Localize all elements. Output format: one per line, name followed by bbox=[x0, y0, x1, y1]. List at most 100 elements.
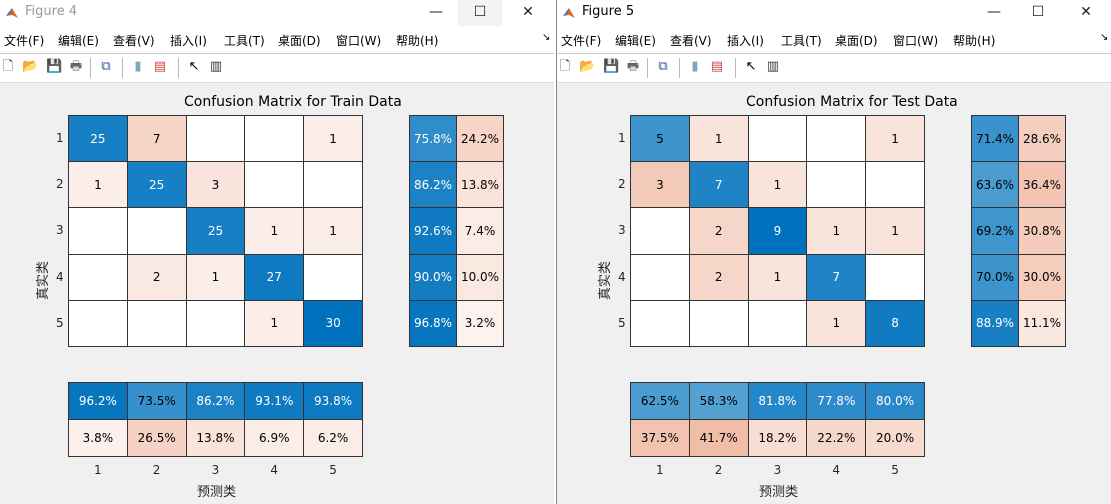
colorbar-icon[interactable]: ▮ bbox=[691, 59, 699, 74]
matrix-cell bbox=[68, 253, 128, 301]
menu-item[interactable]: 工具(T) bbox=[781, 34, 822, 48]
matrix-cell: 30 bbox=[303, 299, 363, 347]
maximize-button[interactable]: ☐ bbox=[458, 0, 502, 26]
pointer-icon[interactable]: ↖ bbox=[745, 59, 757, 74]
summary-value: 13.8% bbox=[196, 431, 235, 445]
open-folder-icon[interactable]: 📂 bbox=[22, 59, 39, 74]
title-bar[interactable]: Figure 4 — ☐ ✕ bbox=[0, 0, 554, 26]
menu-item[interactable]: 窗口(W) bbox=[336, 34, 382, 48]
matrix-cell: 7 bbox=[806, 253, 867, 301]
matrix-cell: 5 bbox=[630, 115, 690, 163]
matrix-cell: 7 bbox=[688, 161, 749, 209]
summary-value: 80.0% bbox=[876, 394, 915, 408]
cell-value: 1 bbox=[211, 270, 220, 285]
menu-item[interactable]: 帮助(H) bbox=[396, 34, 439, 48]
close-button[interactable]: ✕ bbox=[522, 4, 534, 20]
matrix-cell bbox=[126, 207, 187, 255]
matlab-logo-icon bbox=[5, 5, 19, 19]
menu-item[interactable]: 编辑(E) bbox=[58, 34, 99, 48]
column-summary-cell: 81.8% bbox=[747, 382, 808, 420]
menu-item[interactable]: 查看(V) bbox=[113, 34, 155, 48]
y-tick-label: 4 bbox=[56, 269, 64, 284]
colorbar-icon[interactable]: ▮ bbox=[134, 59, 142, 74]
matlab-logo-icon bbox=[562, 5, 576, 19]
legend-icon[interactable]: ▤ bbox=[153, 59, 167, 74]
summary-value: 96.8% bbox=[413, 316, 453, 331]
property-inspector-icon[interactable]: ▥ bbox=[766, 59, 780, 74]
menu-item[interactable]: 插入(I) bbox=[170, 34, 207, 48]
open-folder-icon[interactable]: 📂 bbox=[579, 59, 596, 74]
dock-arrow-icon[interactable]: ↘ bbox=[542, 32, 551, 43]
menu-item[interactable]: 窗口(W) bbox=[893, 34, 939, 48]
title-bar[interactable]: Figure 5 — ☐ ✕ bbox=[557, 0, 1111, 26]
matrix-cell: 3 bbox=[185, 161, 246, 209]
save-icon[interactable]: 💾 bbox=[46, 59, 63, 74]
column-summary-cell: 93.8% bbox=[303, 382, 363, 420]
cell-value: 7 bbox=[714, 177, 723, 192]
cell-value: 25 bbox=[149, 177, 165, 192]
matrix-cell bbox=[68, 299, 128, 347]
link-figure-icon[interactable]: ⧉ bbox=[101, 59, 111, 74]
property-inspector-icon[interactable]: ▥ bbox=[209, 59, 223, 74]
row-summary-cell: 28.6% bbox=[1018, 115, 1066, 163]
matrix-cell: 25 bbox=[126, 161, 187, 209]
summary-value: 71.4% bbox=[975, 131, 1015, 146]
x-tick-label: 1 bbox=[656, 463, 664, 477]
new-file-icon[interactable]: 🗋 bbox=[2, 59, 14, 74]
menu-item[interactable]: 查看(V) bbox=[670, 34, 712, 48]
new-file-icon[interactable]: 🗋 bbox=[559, 59, 571, 74]
cell-value: 1 bbox=[270, 223, 279, 238]
close-button[interactable]: ✕ bbox=[1080, 4, 1092, 20]
cell-value: 3 bbox=[211, 177, 220, 192]
legend-icon[interactable]: ▤ bbox=[710, 59, 724, 74]
summary-value: 26.5% bbox=[137, 431, 176, 445]
menu-item[interactable]: 帮助(H) bbox=[953, 34, 996, 48]
column-summary-cell: 20.0% bbox=[865, 419, 925, 457]
menu-item[interactable]: 工具(T) bbox=[224, 34, 265, 48]
summary-value: 3.2% bbox=[464, 316, 496, 331]
summary-value: 93.1% bbox=[255, 394, 294, 408]
print-icon[interactable]: 🖶 bbox=[626, 59, 640, 74]
minimize-button[interactable]: — bbox=[987, 4, 1001, 20]
menu-item[interactable]: 编辑(E) bbox=[615, 34, 656, 48]
cell-value: 2 bbox=[714, 270, 723, 285]
dock-arrow-icon[interactable]: ↘ bbox=[1100, 32, 1109, 43]
matrix-cell bbox=[806, 161, 867, 209]
maximize-button[interactable]: ☐ bbox=[1031, 4, 1045, 20]
row-summary-cell: 13.8% bbox=[456, 161, 504, 209]
matrix-cell bbox=[303, 161, 363, 209]
save-icon[interactable]: 💾 bbox=[603, 59, 620, 74]
cell-value: 30 bbox=[325, 316, 341, 331]
menu-item[interactable]: 桌面(D) bbox=[835, 34, 878, 48]
x-tick-label: 1 bbox=[94, 463, 102, 477]
pointer-icon[interactable]: ↖ bbox=[188, 59, 200, 74]
y-tick-label: 1 bbox=[618, 131, 626, 145]
link-figure-icon[interactable]: ⧉ bbox=[658, 59, 668, 74]
summary-value: 10.0% bbox=[460, 270, 500, 285]
row-summary-cell: 75.8% bbox=[409, 115, 457, 163]
matrix-cell: 1 bbox=[185, 253, 246, 301]
summary-value: 86.2% bbox=[196, 394, 235, 408]
summary-value: 20.0% bbox=[876, 431, 915, 445]
summary-value: 96.2% bbox=[78, 394, 117, 408]
x-axis-label: 预测类 bbox=[759, 485, 799, 500]
matrix-cell: 25 bbox=[185, 207, 246, 255]
minimize-button[interactable]: — bbox=[429, 4, 443, 20]
toolbar: 🗋 📂 💾 🖶 ⧉ ▮ ▤ ↖ ▥ bbox=[0, 54, 554, 83]
cell-value: 1 bbox=[891, 223, 899, 238]
column-summary-cell: 62.5% bbox=[630, 382, 690, 420]
menu-item[interactable]: 插入(I) bbox=[727, 34, 764, 48]
cell-value: 1 bbox=[891, 131, 899, 146]
window-title: Figure 5 bbox=[582, 4, 635, 19]
menu-item[interactable]: 文件(F) bbox=[561, 34, 602, 48]
x-tick-label: 4 bbox=[832, 463, 841, 477]
print-icon[interactable]: 🖶 bbox=[69, 59, 83, 74]
summary-value: 18.2% bbox=[758, 431, 797, 445]
matrix-cell: 2 bbox=[688, 253, 749, 301]
column-summary-cell: 6.9% bbox=[244, 419, 305, 457]
summary-value: 30.0% bbox=[1022, 270, 1062, 285]
menu-bar: 文件(F) 编辑(E) 查看(V) 插入(I) 工具(T) 桌面(D) 窗口(W) 帮助(H)… bbox=[557, 26, 1111, 54]
menu-item[interactable]: 桌面(D) bbox=[278, 34, 321, 48]
y-tick-label: 3 bbox=[56, 223, 64, 238]
menu-item[interactable]: 文件(F) bbox=[4, 34, 45, 48]
